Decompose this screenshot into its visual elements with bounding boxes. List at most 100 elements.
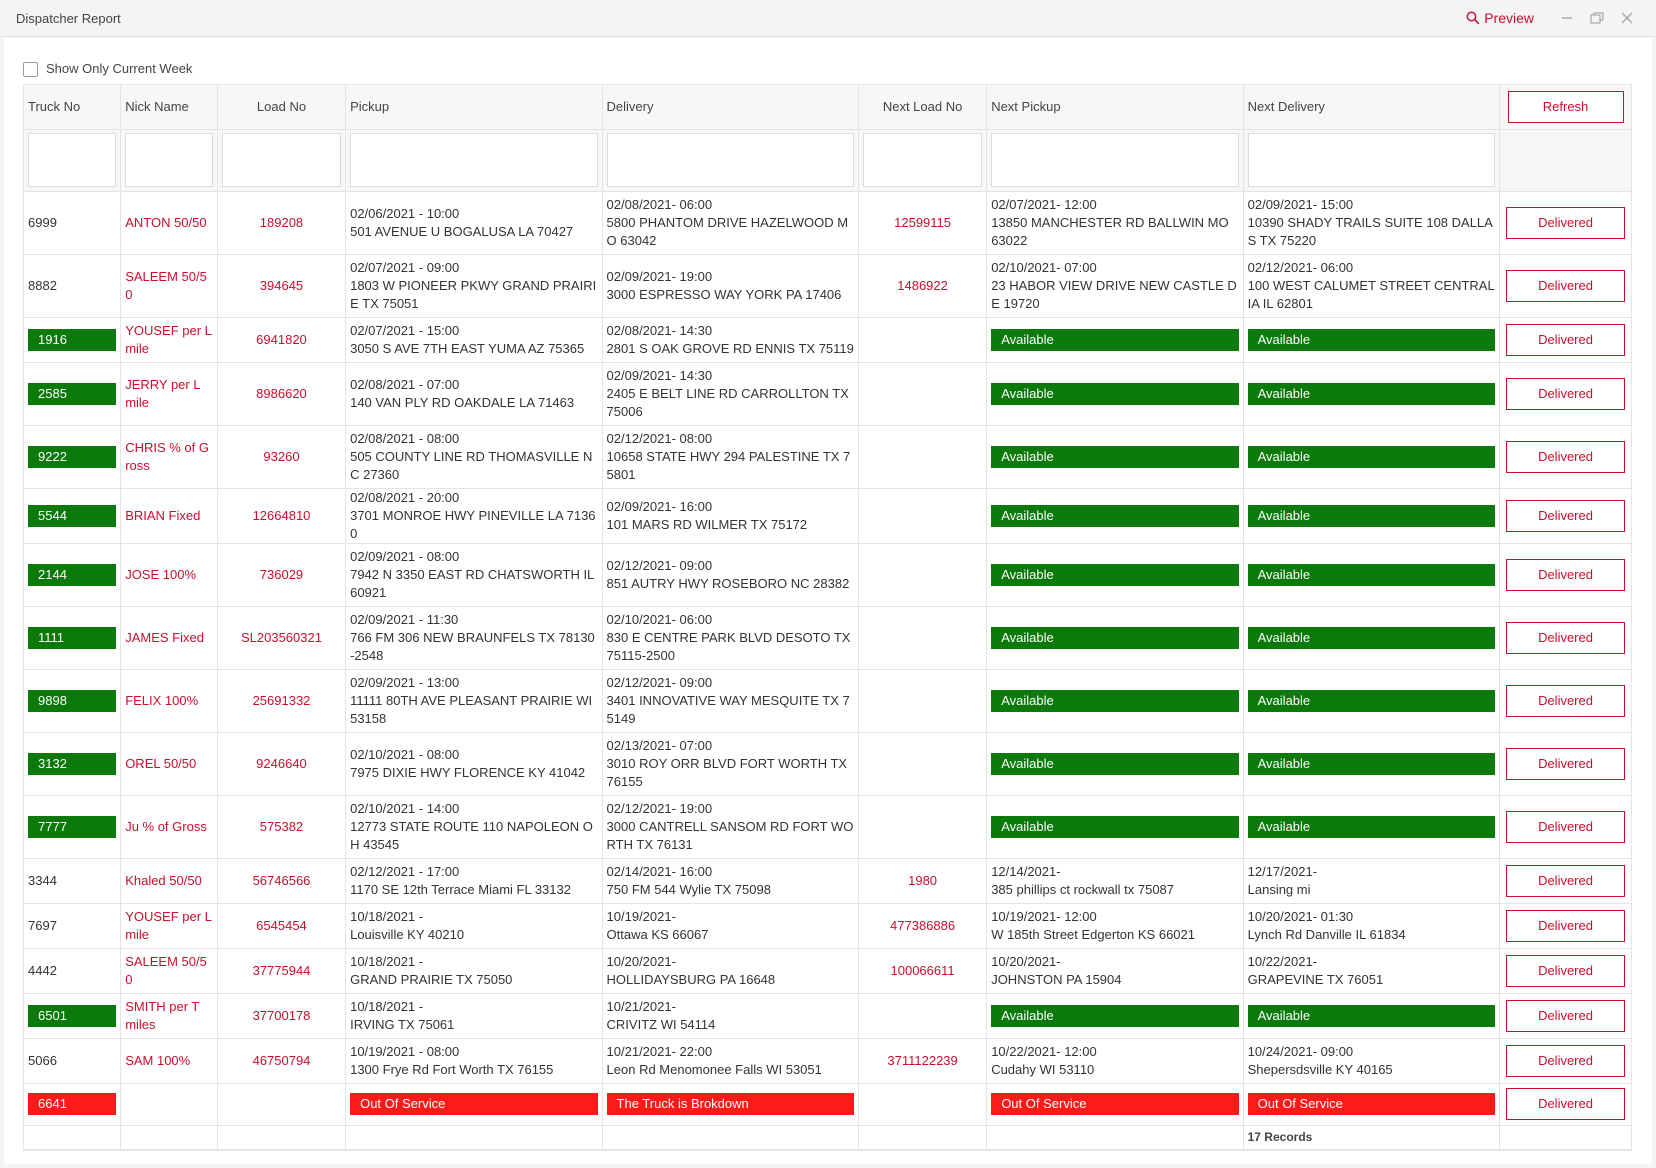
cell-nick-name[interactable]: SAM 100%	[120, 1038, 218, 1084]
cell-load-no[interactable]: 6941820	[217, 317, 347, 363]
cell-next-load-no[interactable]	[858, 362, 988, 426]
cell-next-load-no[interactable]	[858, 488, 988, 544]
cell-nick-name[interactable]: YOUSEF per L mile	[120, 903, 218, 949]
close-icon[interactable]	[1614, 8, 1640, 28]
delivered-button[interactable]: Delivered	[1506, 954, 1626, 987]
table-row[interactable]: 2144 JOSE 100% 736029 02/09/2021 - 08:00 79…	[24, 543, 1631, 607]
filter-input-next-delivery[interactable]	[1247, 133, 1496, 187]
filter-input-nick-name[interactable]	[125, 133, 213, 187]
cell-next-load-no[interactable]: 3711122239	[858, 1038, 988, 1084]
cell-next-load-no[interactable]	[858, 317, 988, 363]
cell-nick-name[interactable]: JERRY per L mile	[120, 362, 218, 426]
cell-next-load-no[interactable]	[858, 732, 988, 796]
delivered-button[interactable]: Delivered	[1506, 323, 1626, 356]
delivered-button[interactable]: Delivered	[1506, 558, 1626, 591]
table-row[interactable]: 4442 SALEEM 50/50 37775944 10/18/2021 - GRA…	[24, 948, 1631, 994]
delivered-button[interactable]: Delivered	[1506, 684, 1626, 717]
delivered-button[interactable]: Delivered	[1506, 1044, 1626, 1077]
delivered-button[interactable]: Delivered	[1506, 377, 1626, 410]
cell-load-no[interactable]: 46750794	[217, 1038, 347, 1084]
delivered-button[interactable]: Delivered	[1506, 810, 1626, 843]
table-row[interactable]: 7777 Ju % of Gross 575382 02/10/2021 - 14:0…	[24, 795, 1631, 859]
cell-next-load-no[interactable]: 477386886	[858, 903, 988, 949]
table-row[interactable]: 1916 YOUSEF per L mile 6941820 02/07/2021 -…	[24, 317, 1631, 363]
header-next-pickup[interactable]: Next Pickup	[986, 85, 1244, 130]
cell-next-load-no[interactable]	[858, 993, 988, 1039]
cell-load-no[interactable]: 394645	[217, 254, 347, 318]
table-row[interactable]: 6501 SMITH per T miles 37700178 10/18/2021 …	[24, 993, 1631, 1039]
cell-nick-name[interactable]: ANTON 50/50	[120, 191, 218, 255]
show-current-week-checkbox[interactable]	[23, 62, 38, 77]
current-week-filter[interactable]: Show Only Current Week	[23, 60, 192, 77]
filter-input-pickup[interactable]	[350, 133, 598, 187]
delivered-button[interactable]: Delivered	[1506, 909, 1626, 942]
cell-next-load-no[interactable]: 1980	[858, 858, 988, 904]
header-delivery[interactable]: Delivery	[602, 85, 859, 130]
cell-next-load-no[interactable]	[858, 606, 988, 670]
table-row[interactable]: 1111 JAMES Fixed SL203560321 02/09/2021 - 1…	[24, 606, 1631, 670]
filter-input-load-no[interactable]	[221, 133, 342, 187]
cell-next-load-no[interactable]	[858, 425, 988, 489]
cell-load-no[interactable]: 56746566	[217, 858, 347, 904]
cell-load-no[interactable]: SL203560321	[217, 606, 347, 670]
delivered-button[interactable]: Delivered	[1506, 206, 1626, 239]
delivered-button[interactable]: Delivered	[1506, 999, 1626, 1032]
header-truck-no[interactable]: Truck No	[24, 85, 122, 130]
cell-nick-name[interactable]: YOUSEF per L mile	[120, 317, 218, 363]
cell-load-no[interactable]	[217, 1083, 347, 1126]
cell-next-load-no[interactable]: 1486922	[858, 254, 988, 318]
cell-load-no[interactable]: 37700178	[217, 993, 347, 1039]
cell-next-load-no[interactable]: 100066611	[858, 948, 988, 994]
cell-load-no[interactable]: 575382	[217, 795, 347, 859]
cell-nick-name[interactable]: SALEEM 50/50	[120, 948, 218, 994]
cell-load-no[interactable]: 12664810	[217, 488, 347, 544]
delivered-button[interactable]: Delivered	[1506, 269, 1626, 302]
delivered-button[interactable]: Delivered	[1506, 440, 1626, 473]
cell-nick-name[interactable]: SALEEM 50/50	[120, 254, 218, 318]
cell-next-load-no[interactable]	[858, 1083, 988, 1126]
cell-nick-name[interactable]: FELIX 100%	[120, 669, 218, 733]
delivered-button[interactable]: Delivered	[1506, 864, 1626, 897]
cell-load-no[interactable]: 25691332	[217, 669, 347, 733]
table-row[interactable]: 2585 JERRY per L mile 8986620 02/08/2021 - …	[24, 362, 1631, 426]
cell-nick-name[interactable]: CHRIS % of Gross	[120, 425, 218, 489]
cell-load-no[interactable]: 6545454	[217, 903, 347, 949]
header-next-delivery[interactable]: Next Delivery	[1243, 85, 1501, 130]
cell-load-no[interactable]: 37775944	[217, 948, 347, 994]
cell-nick-name[interactable]: SMITH per T miles	[120, 993, 218, 1039]
table-row[interactable]: 7697 YOUSEF per L mile 6545454 10/18/2021 -…	[24, 903, 1631, 949]
cell-nick-name[interactable]: JOSE 100%	[120, 543, 218, 607]
table-row[interactable]: 6999 ANTON 50/50 189208 02/06/2021 - 10:00 …	[24, 191, 1631, 255]
filter-input-truck-no[interactable]	[28, 133, 117, 187]
cell-next-load-no[interactable]	[858, 543, 988, 607]
cell-load-no[interactable]: 736029	[217, 543, 347, 607]
table-row[interactable]: 8882 SALEEM 50/50 394645 02/07/2021 - 09:00…	[24, 254, 1631, 318]
table-row[interactable]: 9898 FELIX 100% 25691332 02/09/2021 - 13:00…	[24, 669, 1631, 733]
refresh-button[interactable]: Refresh	[1507, 90, 1624, 123]
restore-icon[interactable]	[1584, 8, 1610, 28]
filter-input-next-pickup[interactable]	[991, 133, 1239, 187]
preview-button[interactable]: Preview	[1466, 10, 1534, 26]
header-next-load-no[interactable]: Next Load No	[858, 85, 988, 130]
cell-load-no[interactable]: 93260	[217, 425, 347, 489]
cell-next-load-no[interactable]	[858, 795, 988, 859]
table-row[interactable]: 6641 Out Of Service The Truck is Brokdown O…	[24, 1083, 1631, 1126]
table-row[interactable]: 3344 Khaled 50/50 56746566 02/12/2021 - 17:…	[24, 858, 1631, 904]
cell-load-no[interactable]: 9246640	[217, 732, 347, 796]
table-row[interactable]: 3132 OREL 50/50 9246640 02/10/2021 - 08:00 …	[24, 732, 1631, 796]
header-load-no[interactable]: Load No	[217, 85, 347, 130]
cell-nick-name[interactable]: Ju % of Gross	[120, 795, 218, 859]
filter-input-delivery[interactable]	[606, 133, 854, 187]
delivered-button[interactable]: Delivered	[1506, 621, 1626, 654]
cell-nick-name[interactable]: JAMES Fixed	[120, 606, 218, 670]
table-row[interactable]: 5066 SAM 100% 46750794 10/19/2021 - 08:00 1…	[24, 1038, 1631, 1084]
cell-load-no[interactable]: 189208	[217, 191, 347, 255]
header-pickup[interactable]: Pickup	[345, 85, 603, 130]
cell-load-no[interactable]: 8986620	[217, 362, 347, 426]
cell-next-load-no[interactable]	[858, 669, 988, 733]
filter-input-next-load-no[interactable]	[862, 133, 983, 187]
minimize-icon[interactable]	[1554, 8, 1580, 28]
header-nick-name[interactable]: Nick Name	[120, 85, 218, 130]
delivered-button[interactable]: Delivered	[1506, 499, 1626, 532]
cell-next-load-no[interactable]: 12599115	[858, 191, 988, 255]
